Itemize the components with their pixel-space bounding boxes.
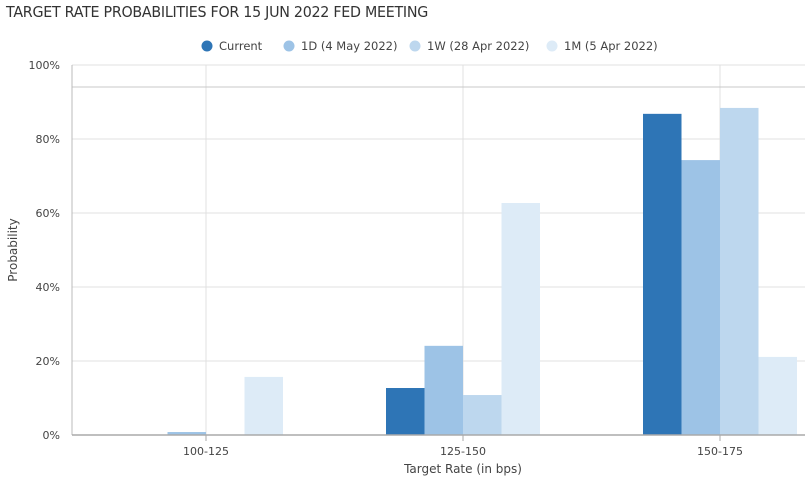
y-tick-label: 20% [36, 355, 60, 368]
x-tick-label: 150-175 [697, 445, 743, 458]
y-axis-title: Probability [6, 218, 20, 281]
bar-1-0 [167, 432, 206, 435]
bar-0-1 [386, 388, 425, 435]
legend-marker [201, 40, 213, 52]
bar-1-2 [681, 160, 720, 435]
y-tick-label: 60% [36, 207, 60, 220]
legend-label: 1W (28 Apr 2022) [427, 39, 529, 53]
legend-marker [546, 40, 558, 52]
bar-1-1 [424, 345, 463, 435]
bar-3-2 [758, 356, 797, 435]
bar-2-1 [463, 395, 502, 435]
x-tick-label: 125-150 [440, 445, 486, 458]
y-tick-label: 100% [29, 59, 60, 72]
chart-title: TARGET RATE PROBABILITIES FOR 15 JUN 202… [6, 3, 428, 21]
legend-marker [409, 40, 421, 52]
x-axis-title: Target Rate (in bps) [403, 462, 522, 476]
legend-label: 1M (5 Apr 2022) [564, 39, 658, 53]
bar-3-1 [501, 203, 540, 435]
y-tick-label: 80% [36, 133, 60, 146]
legend-label: 1D (4 May 2022) [301, 39, 397, 53]
legend-label: Current [219, 39, 263, 53]
legend-marker [283, 40, 295, 52]
y-tick-label: 40% [36, 281, 60, 294]
bar-2-2 [720, 107, 759, 436]
bar-3-0 [244, 376, 283, 435]
x-tick-label: 100-125 [183, 445, 229, 458]
bar-0-2 [643, 113, 682, 435]
y-tick-label: 0% [43, 429, 60, 442]
